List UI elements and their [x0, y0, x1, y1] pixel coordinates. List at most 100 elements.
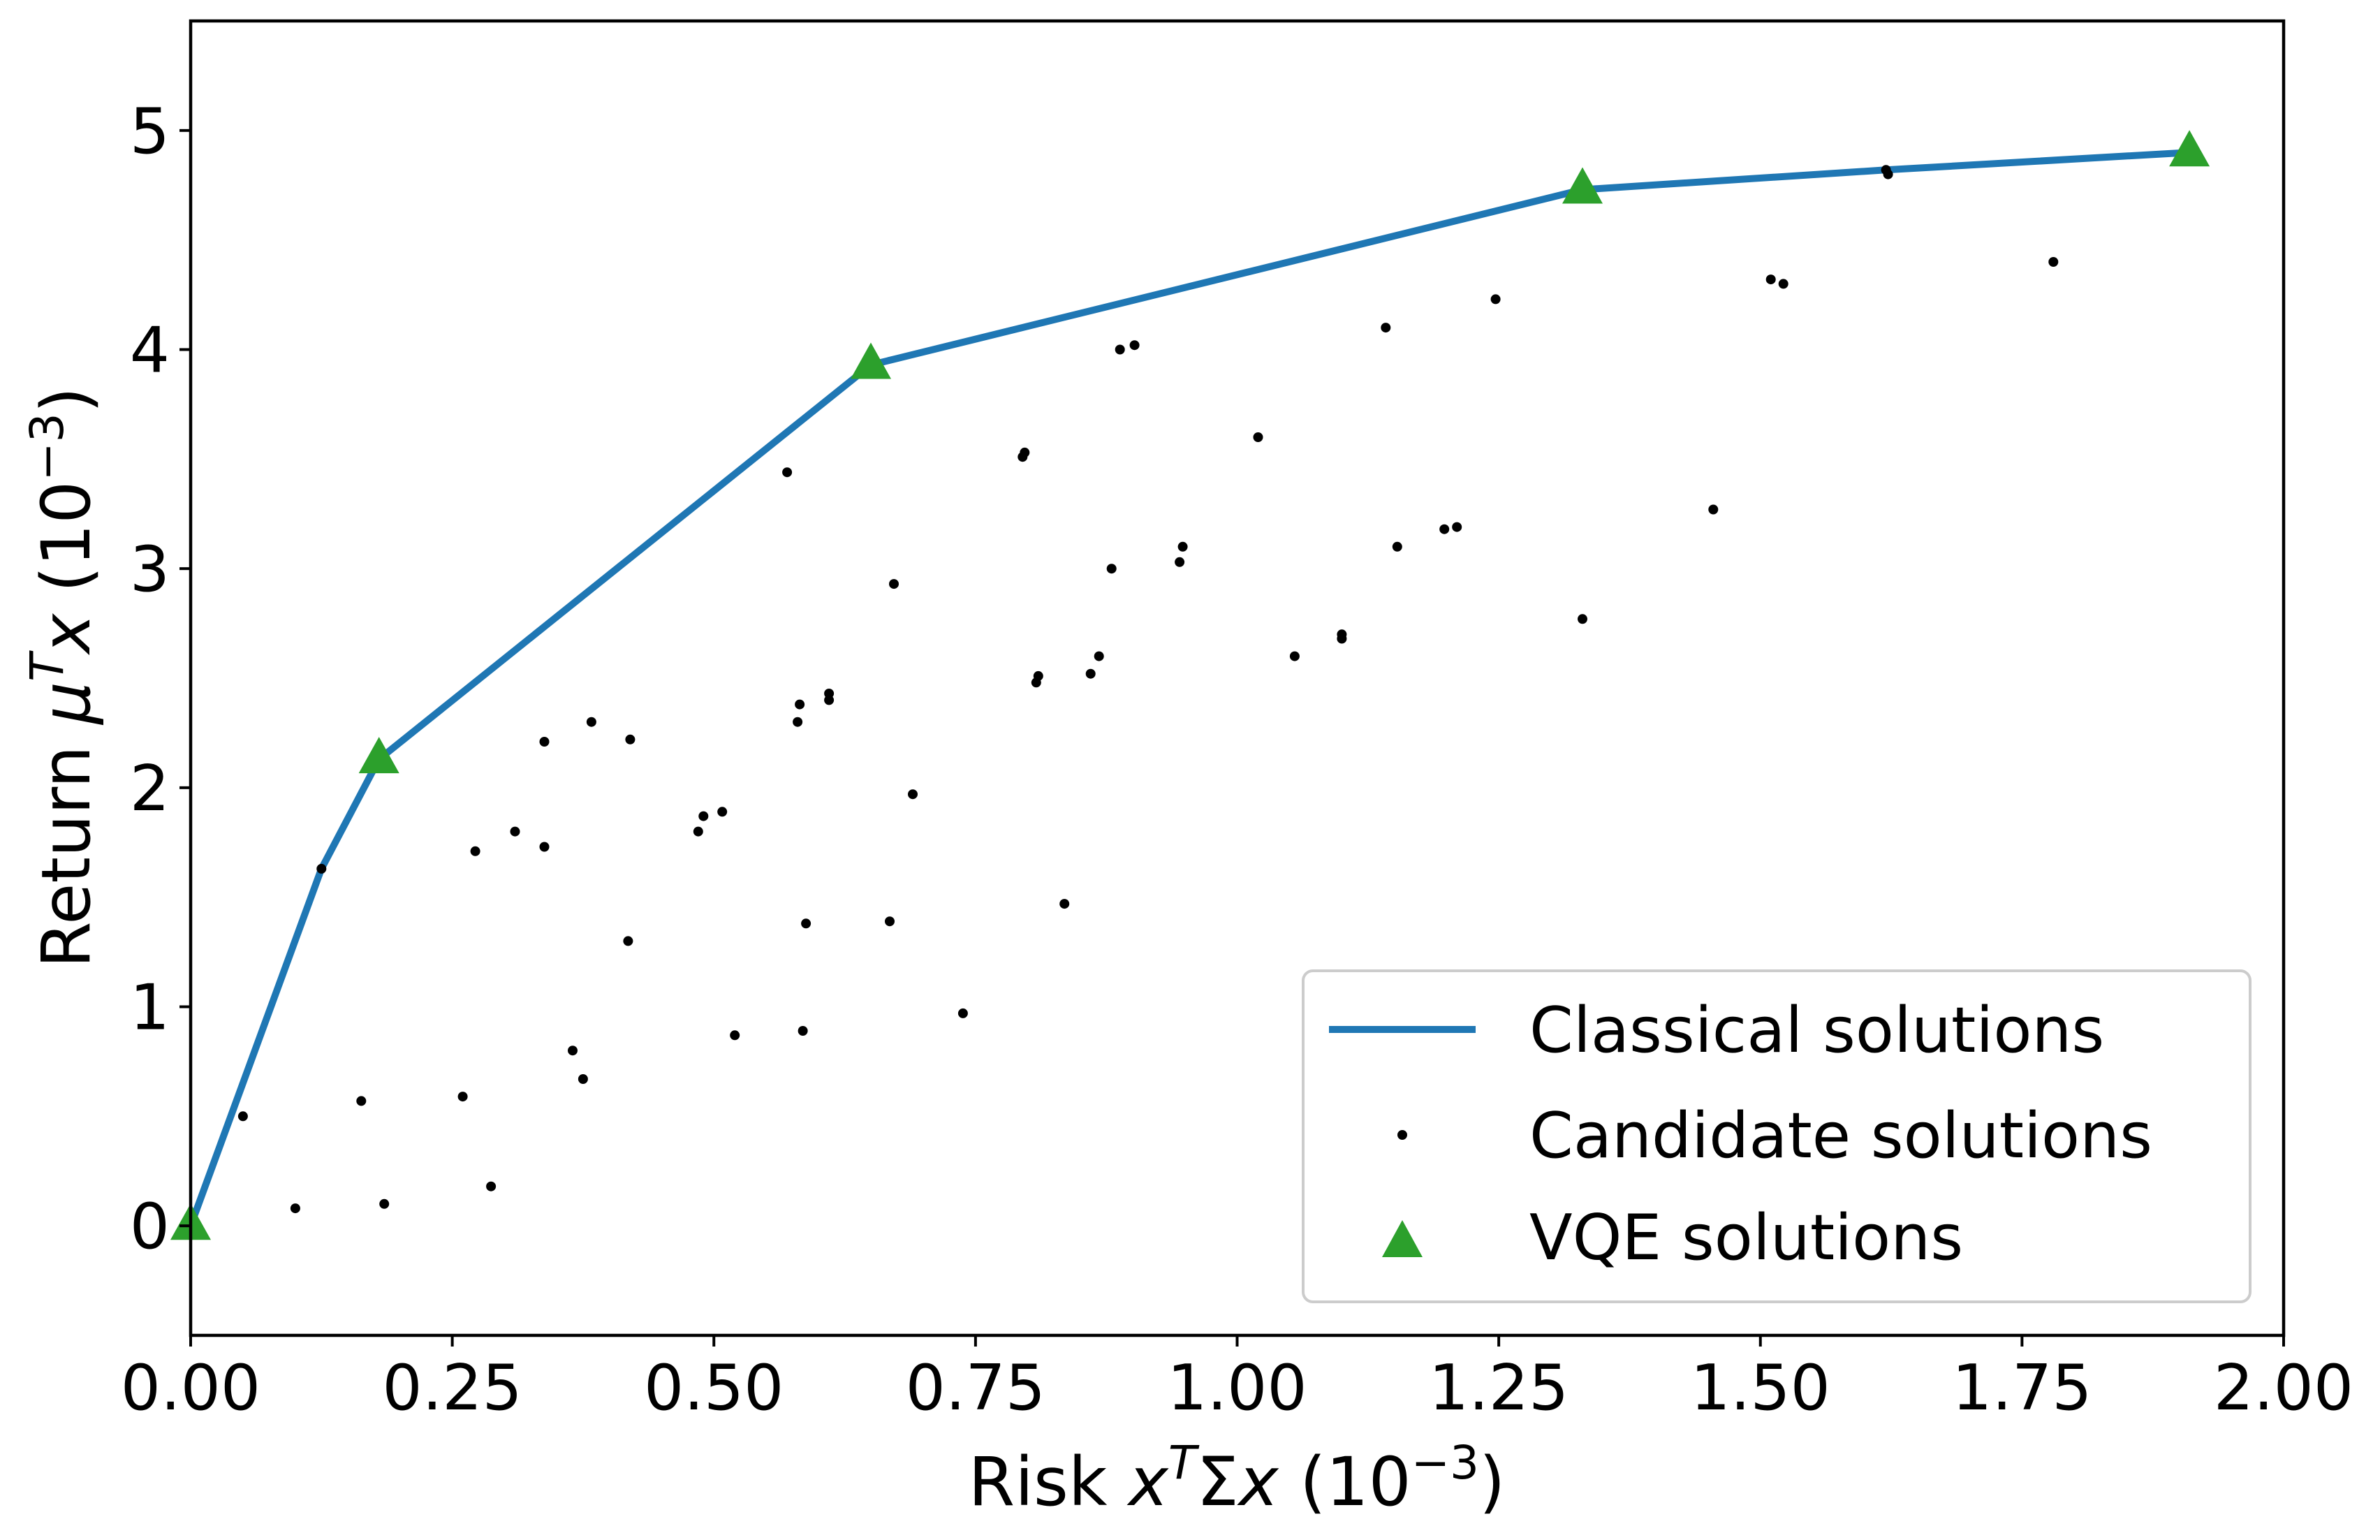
candidate-solution-point — [889, 579, 899, 589]
y-tick-label: 4 — [130, 314, 170, 388]
candidate-solution-point — [1129, 340, 1140, 351]
candidate-solution-point — [908, 789, 918, 800]
candidate-solution-point — [1439, 524, 1450, 534]
legend-candidate-label: Candidate solutions — [1529, 1099, 2152, 1173]
candidate-solution-point — [1175, 557, 1185, 567]
candidate-solution-point — [1059, 899, 1070, 909]
x-label-var: x — [1126, 1443, 1169, 1521]
candidate-solution-point — [1085, 668, 1096, 679]
x-tick-label: 0.50 — [644, 1351, 784, 1425]
candidate-solution-point — [1289, 651, 1300, 661]
candidate-solution-point — [316, 863, 327, 874]
y-axis-label: Return μTx (10−3) — [20, 387, 105, 968]
x-tick-label: 1.75 — [1952, 1351, 2092, 1425]
candidate-solution-point — [801, 918, 811, 929]
x-label-unit-close: ) — [1479, 1443, 1505, 1521]
x-label-prefix: Risk — [969, 1443, 1129, 1521]
vqe-solution-marker — [1562, 167, 1603, 204]
x-tick-label: 2.00 — [2214, 1351, 2353, 1425]
candidate-solution-point — [1883, 169, 1893, 179]
candidate-solution-point — [510, 826, 520, 837]
candidate-solution-point — [698, 811, 709, 821]
vqe-solution-marker — [358, 737, 399, 774]
candidate-solution-point — [1381, 323, 1391, 333]
candidate-solution-point — [1490, 294, 1501, 305]
y-label-unit: (10 — [27, 481, 105, 614]
candidate-solution-point — [1452, 522, 1462, 532]
x-label-var2: x — [1237, 1443, 1279, 1521]
candidate-solution-point — [379, 1198, 390, 1209]
vqe-solution-marker — [851, 342, 891, 379]
x-label-unit-exponent: −3 — [1411, 1436, 1479, 1490]
vqe-solution-marker — [2169, 130, 2210, 167]
candidate-solution-point — [1094, 651, 1104, 661]
y-tick-label: 3 — [130, 533, 170, 606]
candidate-solution-point — [568, 1046, 578, 1056]
x-label-unit: (10 — [1279, 1443, 1411, 1521]
candidate-solution-point — [957, 1008, 968, 1018]
candidate-solution-point — [623, 936, 633, 946]
candidate-solution-point — [1115, 344, 1125, 355]
candidate-solution-point — [885, 916, 895, 927]
candidate-solution-point — [1106, 564, 1117, 574]
candidate-solution-point — [793, 717, 803, 727]
candidate-solution-point — [1033, 670, 1043, 681]
candidate-solution-point — [356, 1096, 367, 1106]
legend: Classical solutions Candidate solutions … — [1302, 969, 2252, 1303]
x-tick-label: 0.00 — [121, 1351, 260, 1425]
legend-classical-label: Classical solutions — [1529, 994, 2104, 1067]
y-label-unit-exponent: −3 — [20, 413, 74, 481]
candidate-solution-point — [486, 1181, 497, 1191]
y-label-prefix: Return — [27, 724, 105, 968]
candidate-solution-point — [1253, 432, 1263, 442]
candidate-solution-point — [1392, 541, 1402, 552]
candidate-solution-point — [290, 1203, 300, 1214]
legend-candidate-swatch — [1397, 1130, 1407, 1140]
legend-vqe-label: VQE solutions — [1529, 1201, 1963, 1275]
candidate-solution-point — [1337, 629, 1347, 640]
candidate-solution-point — [798, 1026, 808, 1036]
x-axis-label: Risk xTΣx (10−3) — [969, 1436, 1506, 1521]
candidate-solution-point — [824, 689, 835, 698]
tick-layer: 0.00 0.25 0.50 0.75 1.00 1.25 1.50 1.75 2.00 0 1 2 3… — [121, 95, 2353, 1425]
y-label-var2: x — [27, 613, 105, 656]
candidate-solution-point — [2048, 257, 2059, 267]
candidate-solution-point — [1778, 279, 1788, 289]
candidate-solution-point — [578, 1074, 588, 1084]
x-label-superscript: T — [1168, 1436, 1200, 1490]
candidate-solution-point — [1708, 504, 1719, 515]
y-tick-label: 2 — [130, 752, 170, 826]
x-tick-label: 0.25 — [382, 1351, 522, 1425]
x-tick-label: 1.00 — [1167, 1351, 1307, 1425]
candidate-solution-point — [795, 699, 805, 710]
candidate-solution-point — [1020, 447, 1030, 457]
x-tick-label: 1.25 — [1429, 1351, 1569, 1425]
candidate-solution-point — [693, 826, 703, 837]
candidate-solution-point — [539, 737, 550, 747]
candidate-solution-point — [782, 467, 793, 478]
x-tick-label: 0.75 — [906, 1351, 1045, 1425]
candidate-solution-point — [625, 734, 636, 745]
candidate-solution-point — [539, 842, 550, 852]
legend-vqe-swatch — [1382, 1220, 1423, 1257]
y-tick-label: 1 — [130, 971, 170, 1045]
candidate-solution-point — [1177, 541, 1188, 552]
x-label-sigma: Σ — [1196, 1443, 1239, 1521]
candidate-solution-point — [470, 846, 480, 856]
candidate-solution-point — [1765, 274, 1776, 285]
y-label-var: μ — [27, 682, 105, 726]
y-tick-label: 0 — [130, 1190, 170, 1263]
x-tick-label: 1.50 — [1691, 1351, 1830, 1425]
candidate-solution-point — [237, 1111, 248, 1122]
candidate-solution-point — [1578, 614, 1587, 624]
candidate-solution-point — [586, 717, 596, 727]
candidate-solution-point — [730, 1030, 740, 1041]
candidate-solution-point — [717, 807, 728, 817]
y-label-unit-close: ) — [27, 387, 105, 413]
y-tick-label: 5 — [130, 95, 170, 168]
candidate-solution-point — [457, 1092, 468, 1102]
legend-box — [1302, 969, 2252, 1303]
y-label-superscript: T — [20, 650, 74, 682]
